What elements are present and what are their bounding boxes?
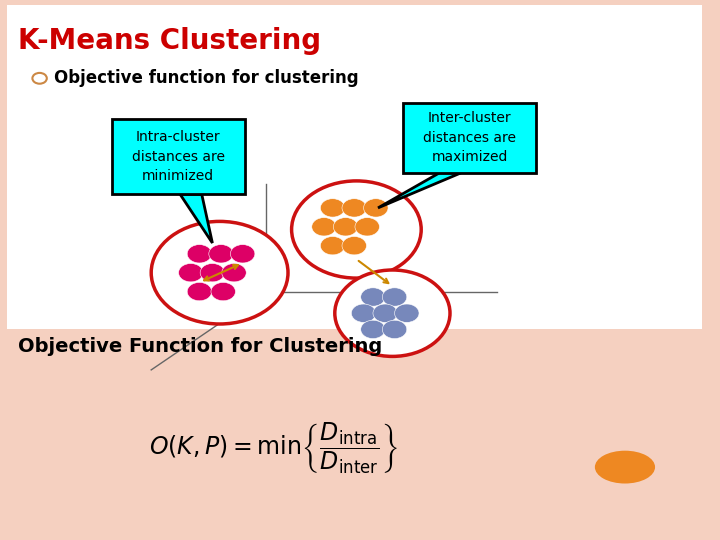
Circle shape [395, 304, 419, 322]
Circle shape [222, 264, 246, 282]
Circle shape [179, 264, 203, 282]
Circle shape [364, 199, 388, 217]
Circle shape [333, 218, 358, 236]
Polygon shape [378, 173, 462, 208]
Circle shape [335, 270, 450, 356]
Circle shape [187, 282, 212, 301]
Polygon shape [180, 194, 212, 243]
Bar [112, 119, 245, 194]
Text: K-Means Clustering: K-Means Clustering [18, 27, 321, 55]
Text: Intra-cluster
distances are
minimized: Intra-cluster distances are minimized [132, 130, 225, 183]
Circle shape [355, 218, 379, 236]
Circle shape [209, 245, 233, 263]
Circle shape [320, 199, 345, 217]
Bar [403, 103, 536, 173]
Circle shape [342, 199, 366, 217]
Circle shape [211, 282, 235, 301]
Circle shape [351, 304, 376, 322]
Text: Objective function for clustering: Objective function for clustering [54, 69, 359, 87]
Circle shape [312, 218, 336, 236]
Circle shape [361, 320, 385, 339]
Circle shape [361, 288, 385, 306]
Circle shape [200, 264, 225, 282]
Circle shape [292, 181, 421, 278]
Text: Objective Function for Clustering: Objective Function for Clustering [18, 338, 382, 356]
Circle shape [187, 245, 212, 263]
Text: Inter-cluster
distances are
maximized: Inter-cluster distances are maximized [423, 111, 516, 164]
Circle shape [320, 237, 345, 255]
Bar [7, 329, 702, 535]
Circle shape [342, 237, 366, 255]
Circle shape [373, 304, 397, 322]
Circle shape [151, 221, 288, 324]
Text: $O(K, P) = \min\left\{\dfrac{D_{\rm intra}}{D_{\rm inter}}\right\}$: $O(K, P) = \min\left\{\dfrac{D_{\rm intr… [149, 420, 398, 476]
Circle shape [382, 320, 407, 339]
Circle shape [230, 245, 255, 263]
Ellipse shape [595, 451, 655, 483]
Circle shape [382, 288, 407, 306]
